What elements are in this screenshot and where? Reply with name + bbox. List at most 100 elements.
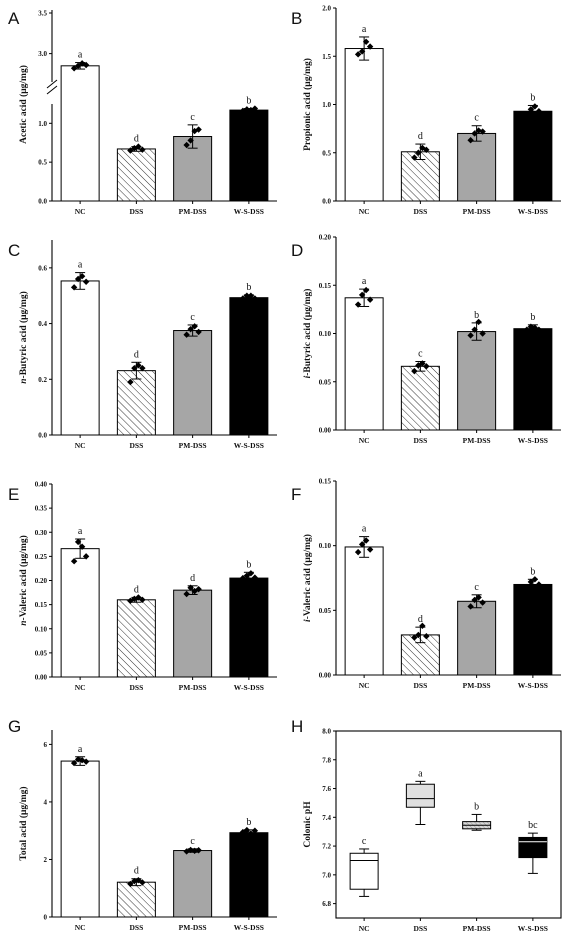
y-tick-label: 3.5	[38, 10, 47, 18]
y-tick-label: 0.05	[319, 378, 332, 386]
panel-label: H	[291, 717, 303, 736]
data-point	[74, 62, 82, 70]
significance-letter: a	[78, 50, 83, 61]
y-tick-label: 0.20	[319, 234, 332, 242]
data-point	[239, 574, 247, 582]
x-tick-label: DSS	[129, 683, 143, 692]
y-tick-label: 0.0	[322, 198, 331, 206]
data-point	[183, 331, 190, 338]
significance-letter: c	[418, 348, 423, 359]
data-point	[523, 110, 531, 118]
x-tick-label: DSS	[129, 923, 143, 932]
y-axis-label: n-Valeric acid (μg/mg)	[18, 535, 29, 626]
significance-letter: b	[246, 96, 251, 107]
data-point	[411, 634, 418, 641]
data-point	[82, 553, 90, 560]
y-tick-label: 0.6	[38, 264, 47, 272]
y-tick-label: 0.10	[319, 542, 332, 550]
significance-letter: a	[78, 526, 83, 537]
panel-f: Fi-Valeric acid (μg/mg) 0.00 0.05 0.10 0.15 N…	[291, 478, 561, 690]
significance-letter: a	[362, 276, 367, 287]
bar-w-s-dss	[229, 109, 269, 202]
bar-nc	[60, 760, 100, 918]
data-point	[366, 296, 374, 303]
data-point	[191, 847, 198, 855]
bar-pm-dss	[173, 850, 213, 918]
panel-b: B Propionic acid (μg/mg) 0.0 0.5 1.0 1.5 2.0 NC…	[291, 5, 561, 216]
significance-letter: a	[362, 24, 367, 35]
box-dss	[405, 783, 435, 808]
x-tick-label: W-S-DSS	[518, 924, 548, 932]
significance-letter: c	[190, 836, 195, 847]
significance-letter: c	[190, 312, 195, 323]
bar-nc	[60, 65, 100, 202]
data-point	[239, 295, 247, 302]
data-point	[531, 103, 539, 110]
x-tick-label: DSS	[129, 441, 143, 450]
data-point	[70, 65, 78, 72]
x-tick-label: PM-DSS	[463, 207, 491, 216]
significance-letter: d	[418, 614, 423, 625]
data-point	[195, 585, 202, 593]
bar-w-s-dss	[513, 110, 553, 202]
data-point	[127, 880, 134, 888]
y-tick-label: 0.0	[38, 198, 47, 206]
data-point	[82, 758, 90, 765]
data-point	[139, 364, 146, 372]
x-tick-label: DSS	[413, 681, 427, 690]
x-tick-label: W-S-DSS	[234, 207, 264, 216]
data-point	[239, 107, 247, 115]
data-point	[78, 757, 86, 764]
bar-nc	[344, 48, 384, 202]
data-point	[354, 301, 362, 308]
data-point	[354, 51, 362, 58]
data-point	[411, 154, 418, 161]
bar-w-s-dss	[513, 583, 553, 676]
y-tick-label: 0.5	[322, 149, 331, 157]
data-point	[362, 38, 370, 45]
data-point	[251, 105, 259, 112]
data-point	[471, 596, 478, 604]
y-tick-label: 0.40	[35, 481, 48, 489]
y-axis-label: Propionic acid (μg/mg)	[302, 58, 313, 151]
panel-label: D	[291, 241, 303, 260]
significance-letter: a	[418, 768, 423, 779]
panel-label: G	[8, 717, 21, 736]
y-axis-label: n-Butyric acid (μg/mg)	[18, 291, 29, 383]
y-tick-label: 0.15	[319, 478, 332, 486]
data-point	[131, 364, 138, 372]
significance-letter: b	[530, 312, 535, 323]
data-point	[135, 876, 142, 884]
y-tick-label: 0.20	[35, 577, 48, 585]
significance-letter: d	[134, 584, 139, 595]
y-tick-label: 7.4	[322, 814, 331, 822]
bar-dss	[116, 148, 156, 202]
y-tick-label: 3.0	[38, 50, 47, 58]
significance-letter: bc	[528, 820, 538, 831]
data-point	[415, 631, 422, 639]
significance-letter: b	[474, 801, 479, 812]
data-point	[195, 328, 202, 336]
panel-label: F	[291, 485, 301, 504]
data-point	[239, 828, 247, 836]
y-tick-label: 7.6	[322, 785, 331, 793]
data-point	[535, 326, 543, 333]
bar-nc	[60, 280, 100, 436]
data-point	[467, 603, 474, 610]
data-point	[247, 292, 255, 299]
data-point	[135, 143, 142, 150]
y-tick-label: 1.0	[322, 101, 331, 109]
data-point	[187, 584, 194, 591]
x-tick-label: PM-DSS	[463, 924, 491, 932]
data-point	[70, 558, 78, 565]
y-axis-label: Colonic pH	[303, 801, 313, 848]
panel-label: E	[8, 485, 19, 504]
significance-letter: b	[530, 566, 535, 577]
y-tick-label: 0.10	[35, 625, 48, 633]
data-point	[251, 295, 259, 302]
data-point	[70, 284, 78, 291]
data-point	[479, 599, 486, 606]
data-point	[139, 596, 146, 603]
bar-nc	[60, 548, 100, 678]
data-point	[358, 48, 366, 55]
